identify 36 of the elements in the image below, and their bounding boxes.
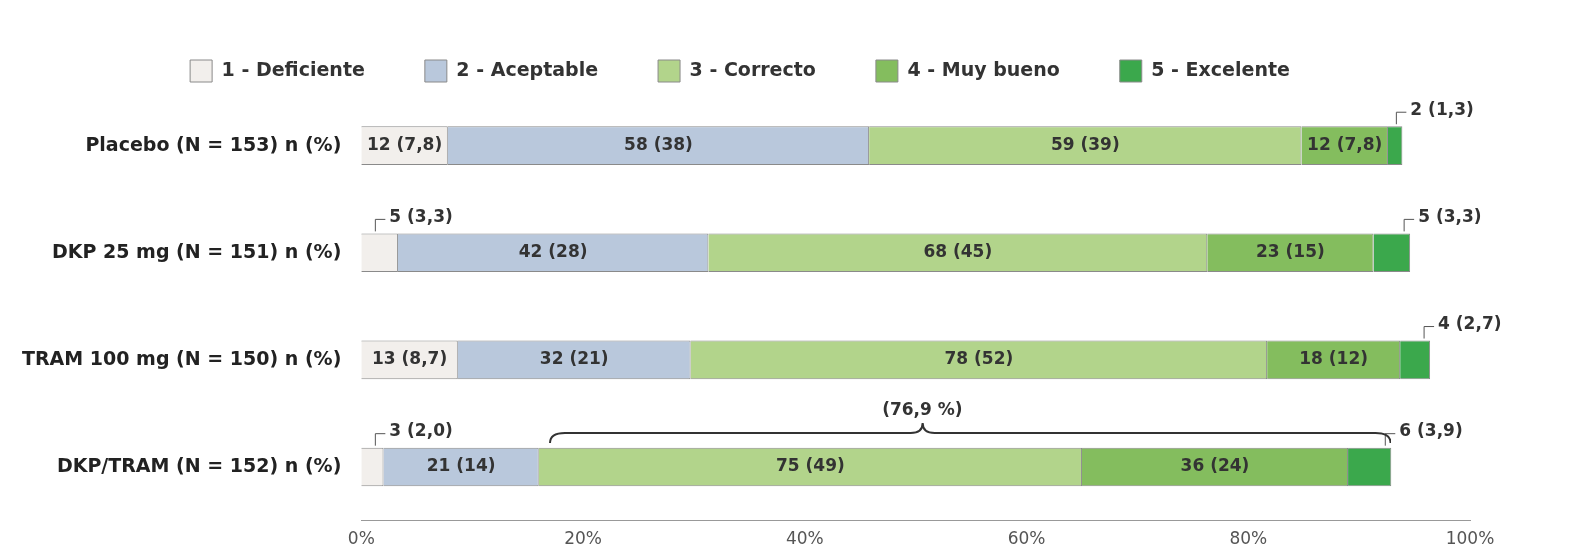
data-label: 4 (2,7) — [1438, 312, 1502, 333]
data-label: 6 (3,9) — [1399, 420, 1463, 441]
data-label: 13 (8,7) — [371, 348, 448, 369]
y-tick-label: Placebo (N = 153) n (%) — [85, 132, 342, 155]
x-tick-label: 40% — [785, 528, 824, 549]
legend-label: 1 - Deficiente — [221, 57, 365, 80]
data-label: 32 (21) — [539, 348, 609, 369]
y-tick-label: DKP/TRAM (N = 152) n (%) — [56, 453, 342, 476]
data-label: 2 (1,3) — [1410, 98, 1474, 119]
annotation: (76,9 %) — [882, 399, 963, 420]
data-label: 12 (7,8) — [1307, 134, 1383, 154]
data-label: 21 (14) — [426, 455, 496, 476]
data-label: 5 (3,3) — [389, 205, 453, 226]
data-label: 23 (15) — [1256, 241, 1325, 262]
legend-label: 4 - Muy bueno — [907, 57, 1060, 80]
legend-label: 5 - Excelente — [1151, 57, 1290, 80]
data-label: 42 (28) — [518, 241, 588, 262]
data-label: 12 (7,8) — [366, 134, 443, 154]
data-label: 78 (52) — [944, 348, 1014, 369]
data-label: 59 (39) — [1050, 134, 1120, 154]
y-tick-label: DKP 25 mg (N = 151) n (%) — [52, 239, 342, 262]
data-label: 18 (12) — [1299, 348, 1369, 369]
data-label: 3 (2,0) — [389, 420, 453, 441]
y-tick-label: TRAM 100 mg (N = 150) n (%) — [21, 346, 342, 369]
x-tick-label: 80% — [1229, 528, 1268, 549]
legend-label: 3 - Correcto — [689, 57, 816, 80]
x-tick-label: 0% — [347, 528, 375, 549]
data-label: 75 (49) — [775, 455, 845, 476]
x-tick-label: 20% — [564, 528, 602, 549]
data-label: 5 (3,3) — [1418, 205, 1482, 226]
x-tick-label: 100% — [1445, 528, 1495, 549]
data-label: 36 (24) — [1180, 455, 1250, 476]
data-label: 68 (45) — [923, 241, 993, 262]
x-tick-label: 60% — [1007, 528, 1046, 549]
data-label: 58 (38) — [624, 134, 693, 154]
legend-label: 2 - Aceptable — [456, 57, 599, 80]
